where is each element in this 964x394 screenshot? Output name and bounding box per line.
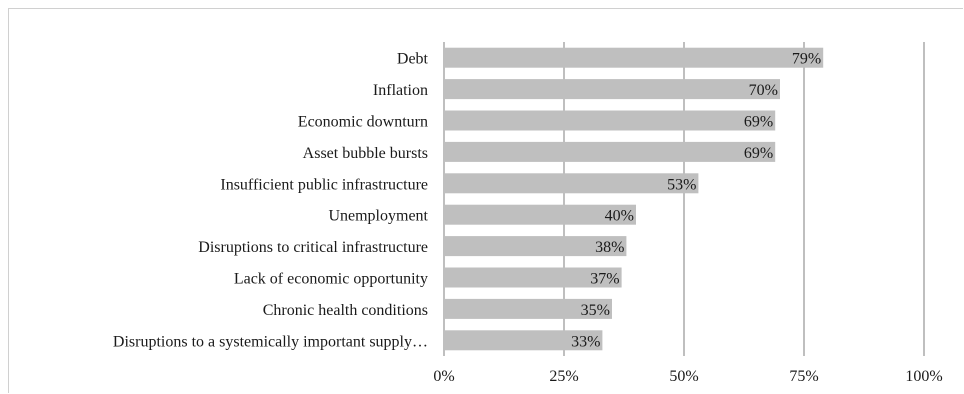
value-label: 35% xyxy=(581,302,610,319)
x-tick-label: 50% xyxy=(669,368,698,385)
x-tick-labels: 0% 25% 50% 75% 100% xyxy=(433,368,942,385)
bar xyxy=(444,110,776,131)
value-label: 33% xyxy=(571,333,600,350)
value-labels: 79% 70% 69% 69% 53% 40% 38% 37% 35% 33% xyxy=(571,51,821,351)
value-label: 53% xyxy=(667,176,696,193)
bars xyxy=(444,47,824,351)
value-label: 69% xyxy=(744,145,773,162)
category-label: Chronic health conditions xyxy=(263,302,428,319)
bar xyxy=(444,204,636,225)
chart-frame xyxy=(8,8,963,393)
category-label: Inflation xyxy=(373,82,428,99)
value-label: 40% xyxy=(605,208,634,225)
category-label: Disruptions to critical infrastructure xyxy=(198,239,428,256)
category-label: Unemployment xyxy=(328,208,428,225)
category-label: Insufficient public infrastructure xyxy=(220,176,428,193)
bar xyxy=(444,173,699,194)
x-tick-label: 0% xyxy=(433,368,454,385)
bar xyxy=(444,267,622,288)
x-tick-label: 75% xyxy=(789,368,818,385)
x-tick-label: 25% xyxy=(549,368,578,385)
bar xyxy=(444,79,780,100)
value-label: 37% xyxy=(590,271,619,288)
category-labels: Debt Inflation Economic downturn Asset bubb… xyxy=(113,51,429,351)
bar xyxy=(444,141,776,162)
bar xyxy=(444,236,627,257)
category-label: Debt xyxy=(397,51,429,68)
value-label: 38% xyxy=(595,239,624,256)
category-label: Asset bubble bursts xyxy=(303,145,428,162)
category-label: Lack of economic opportunity xyxy=(234,271,428,288)
bar xyxy=(444,330,603,351)
value-label: 79% xyxy=(792,51,821,68)
category-label: Disruptions to a systemically important … xyxy=(113,333,428,350)
x-tick-label: 100% xyxy=(905,368,942,385)
value-label: 70% xyxy=(749,82,778,99)
bar xyxy=(444,47,824,68)
value-label: 69% xyxy=(744,114,773,131)
category-label: Economic downturn xyxy=(298,114,428,131)
bar xyxy=(444,298,612,319)
